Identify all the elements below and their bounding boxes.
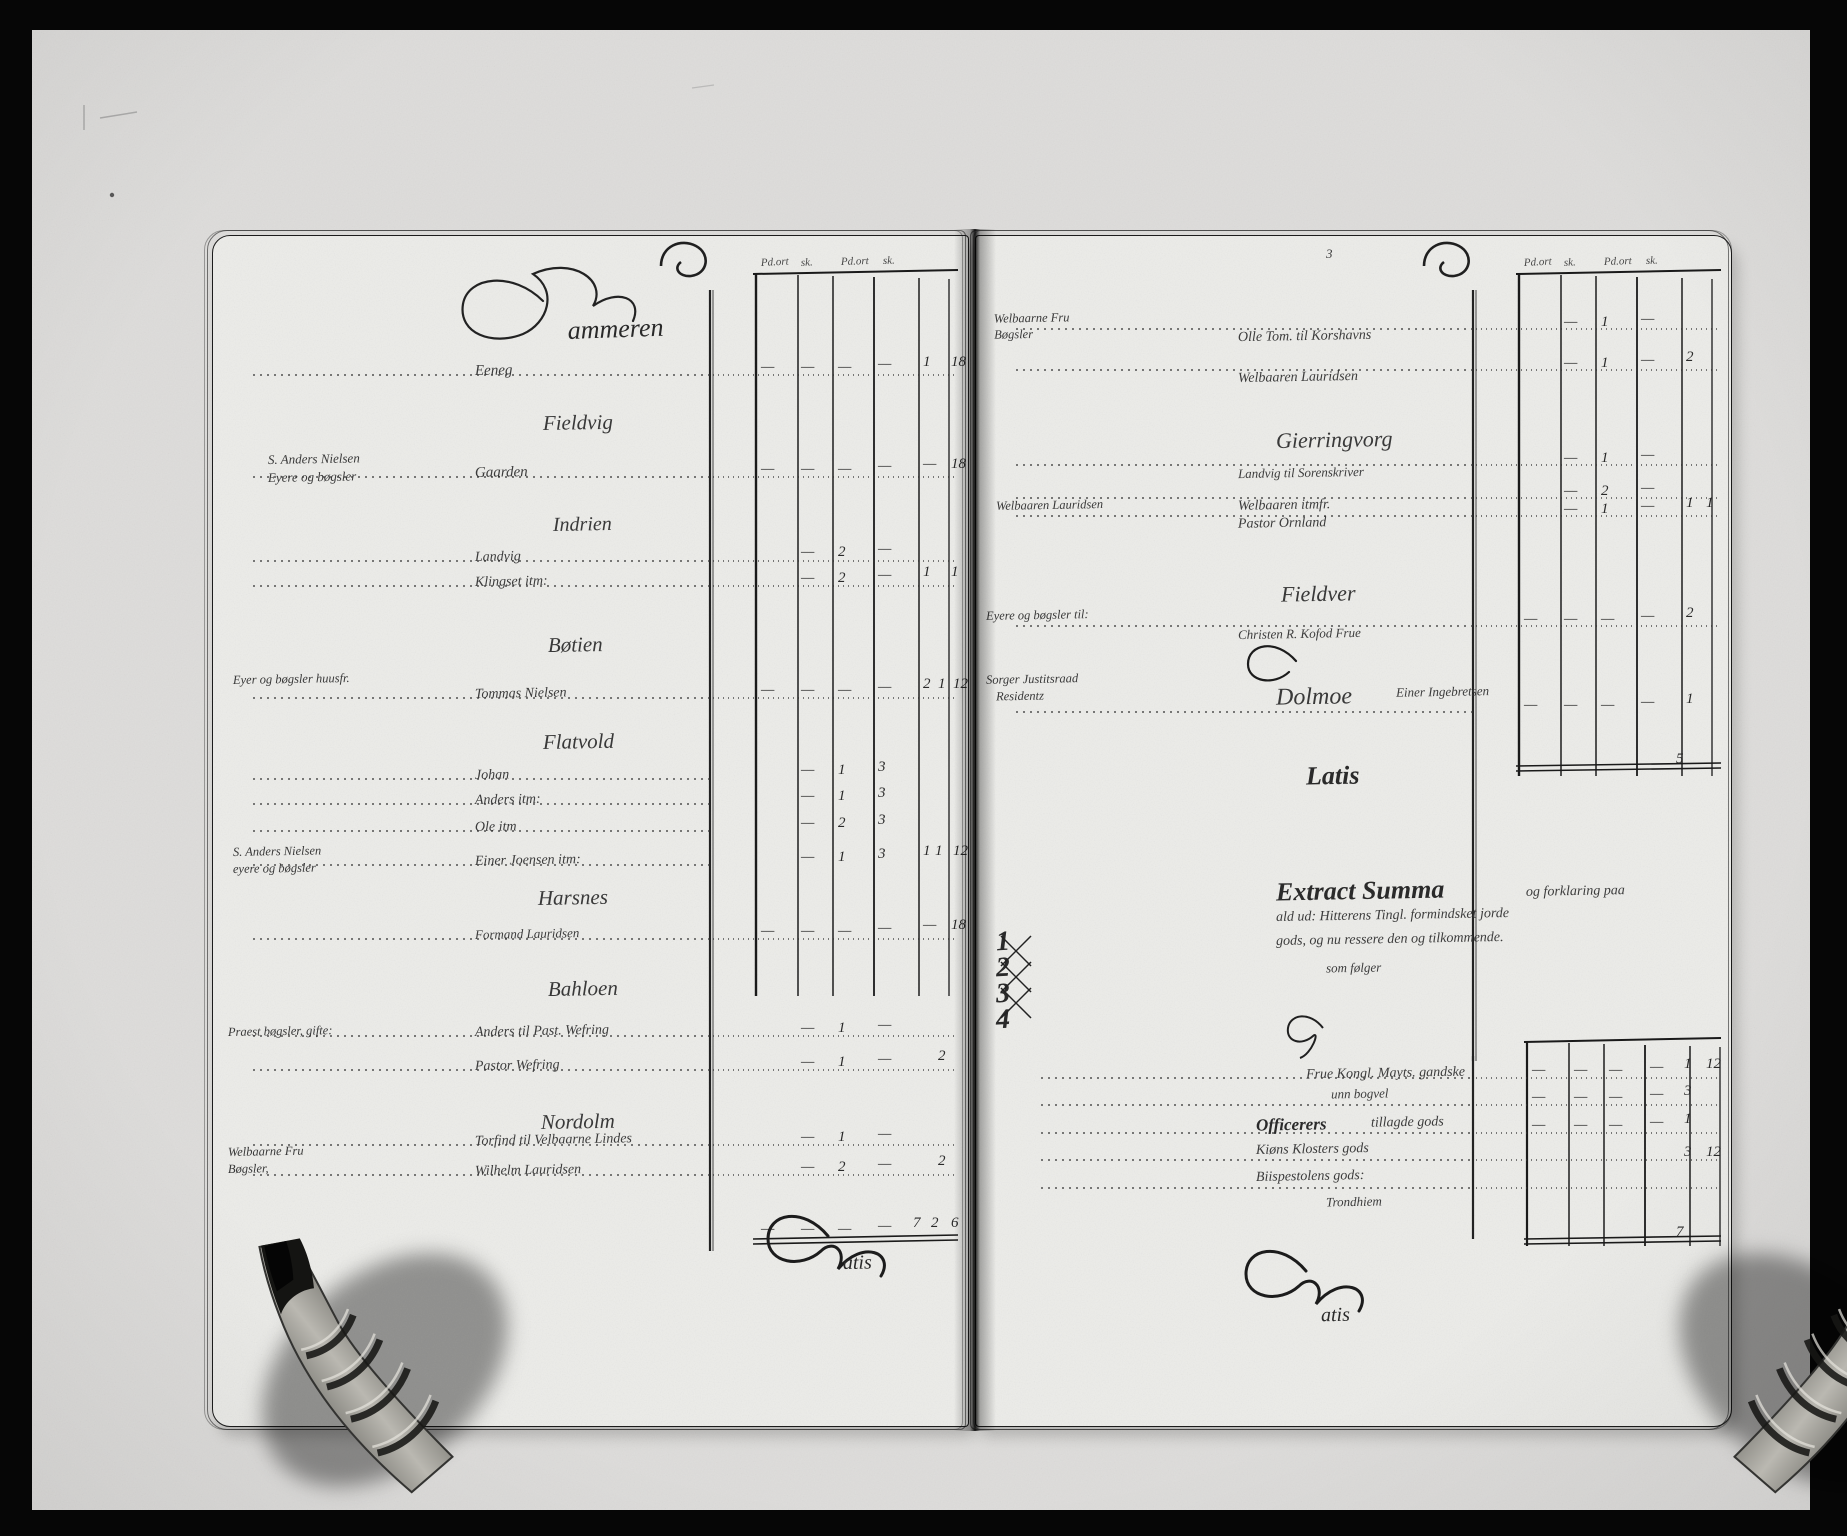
- svg-text:1: 1: [838, 849, 846, 865]
- svg-text:Fieldvig: Fieldvig: [542, 410, 613, 435]
- svg-text:2: 2: [923, 676, 931, 692]
- svg-text:eyere og bøgsler: eyere og bøgsler: [233, 861, 316, 876]
- svg-text:—: —: [837, 923, 852, 939]
- svg-text:Einer Joensen itm:: Einer Joensen itm:: [474, 852, 581, 869]
- svg-text:Indrien: Indrien: [552, 513, 612, 536]
- svg-text:Landvig: Landvig: [474, 549, 521, 565]
- svg-text:—: —: [800, 1054, 815, 1070]
- svg-text:—: —: [760, 461, 775, 477]
- svg-text:Anders til Past. Wefring: Anders til Past. Wefring: [474, 1023, 609, 1040]
- svg-text:1: 1: [838, 1054, 846, 1070]
- svg-text:Flatvold: Flatvold: [542, 729, 615, 754]
- svg-text:—: —: [800, 461, 815, 477]
- svg-text:—: —: [800, 682, 815, 698]
- svg-text:1: 1: [838, 1020, 846, 1036]
- svg-text:—: —: [877, 1017, 892, 1033]
- svg-text:2: 2: [931, 1215, 939, 1231]
- svg-text:—: —: [837, 461, 852, 477]
- svg-text:Ole itm: Ole itm: [475, 819, 517, 835]
- svg-text:—: —: [760, 359, 775, 375]
- svg-text:—: —: [877, 541, 892, 557]
- svg-text:Eyere og bøgsler: Eyere og bøgsler: [267, 468, 358, 485]
- svg-text:Wilhelm Lauridsen: Wilhelm Lauridsen: [475, 1162, 581, 1179]
- svg-text:Johan: Johan: [475, 767, 509, 783]
- svg-text:—: —: [800, 359, 815, 375]
- svg-text:—: —: [760, 682, 775, 698]
- svg-text:7: 7: [913, 1215, 922, 1231]
- svg-text:S. Anders Nielsen: S. Anders Nielsen: [233, 843, 322, 859]
- svg-text:1: 1: [938, 676, 946, 692]
- svg-text:—: —: [800, 1020, 815, 1036]
- svg-text:—: —: [877, 458, 892, 474]
- svg-text:Tommas Nielsen: Tommas Nielsen: [475, 685, 567, 702]
- svg-text:Praest bøgsler, gifte:: Praest bøgsler, gifte:: [227, 1023, 333, 1039]
- svg-text:—: —: [877, 1126, 892, 1142]
- svg-text:3: 3: [877, 812, 886, 828]
- svg-text:ammeren: ammeren: [567, 313, 664, 345]
- svg-text:S. Anders Nielsen: S. Anders Nielsen: [268, 450, 360, 467]
- svg-text:—: —: [877, 920, 892, 936]
- svg-text:—: —: [837, 682, 852, 698]
- svg-text:—: —: [760, 923, 775, 939]
- svg-text:1: 1: [923, 354, 931, 370]
- svg-text:—: —: [800, 570, 815, 586]
- svg-text:—: —: [837, 359, 852, 375]
- svg-text:1: 1: [838, 1129, 846, 1145]
- svg-text:—: —: [800, 923, 815, 939]
- svg-text:—: —: [800, 788, 815, 804]
- svg-text:atis: atis: [843, 1251, 872, 1274]
- svg-text:Torfind til Velbaarne Lindes: Torfind til Velbaarne Lindes: [475, 1131, 633, 1149]
- svg-text:sk.: sk.: [801, 256, 814, 269]
- svg-text:sk.: sk.: [883, 255, 895, 267]
- svg-text:—: —: [877, 1156, 892, 1172]
- svg-text:Bahloen: Bahloen: [548, 976, 618, 1001]
- svg-text:2: 2: [938, 1153, 946, 1169]
- svg-text:Anders itm:: Anders itm:: [474, 792, 541, 808]
- svg-text:Bøtien: Bøtien: [548, 632, 603, 657]
- svg-text:Formand Lauridsen: Formand Lauridsen: [474, 925, 580, 942]
- svg-text:Pd.ort: Pd.ort: [840, 255, 870, 268]
- svg-text:—: —: [800, 1129, 815, 1145]
- svg-text:3: 3: [877, 785, 886, 801]
- svg-text:Pd.ort: Pd.ort: [760, 256, 790, 270]
- svg-text:Harsnes: Harsnes: [537, 885, 608, 910]
- svg-text:2: 2: [838, 815, 846, 831]
- svg-text:—: —: [922, 917, 937, 933]
- svg-text:1: 1: [935, 843, 943, 859]
- svg-text:—: —: [877, 1218, 892, 1234]
- svg-text:Pastor Wefring: Pastor Wefring: [474, 1058, 560, 1074]
- svg-text:—: —: [800, 815, 815, 831]
- svg-text:1: 1: [923, 843, 931, 859]
- svg-text:—: —: [877, 679, 892, 695]
- svg-text:Klingset itm:: Klingset itm:: [474, 574, 548, 590]
- svg-text:—: —: [877, 356, 892, 372]
- svg-text:—: —: [922, 456, 937, 472]
- svg-text:1: 1: [838, 762, 846, 778]
- svg-text:Eeneg: Eeneg: [474, 362, 513, 379]
- svg-text:Eyer og bøgsler huusfr.: Eyer og bøgsler huusfr.: [232, 671, 350, 687]
- svg-text:2: 2: [838, 1159, 846, 1175]
- svg-text:1: 1: [838, 788, 846, 804]
- svg-text:—: —: [800, 762, 815, 778]
- svg-text:—: —: [800, 544, 815, 560]
- svg-text:3: 3: [877, 759, 886, 775]
- svg-text:—: —: [877, 567, 892, 583]
- svg-text:—: —: [837, 1221, 852, 1237]
- svg-text:—: —: [800, 849, 815, 865]
- svg-text:3: 3: [877, 846, 886, 862]
- svg-text:2: 2: [838, 570, 846, 586]
- svg-text:2: 2: [938, 1048, 946, 1064]
- svg-text:Gaarden: Gaarden: [475, 464, 528, 481]
- svg-text:2: 2: [838, 544, 846, 560]
- svg-text:Nordolm: Nordolm: [540, 1109, 615, 1134]
- svg-text:—: —: [877, 1051, 892, 1067]
- svg-text:—: —: [800, 1159, 815, 1175]
- svg-text:1: 1: [923, 564, 931, 580]
